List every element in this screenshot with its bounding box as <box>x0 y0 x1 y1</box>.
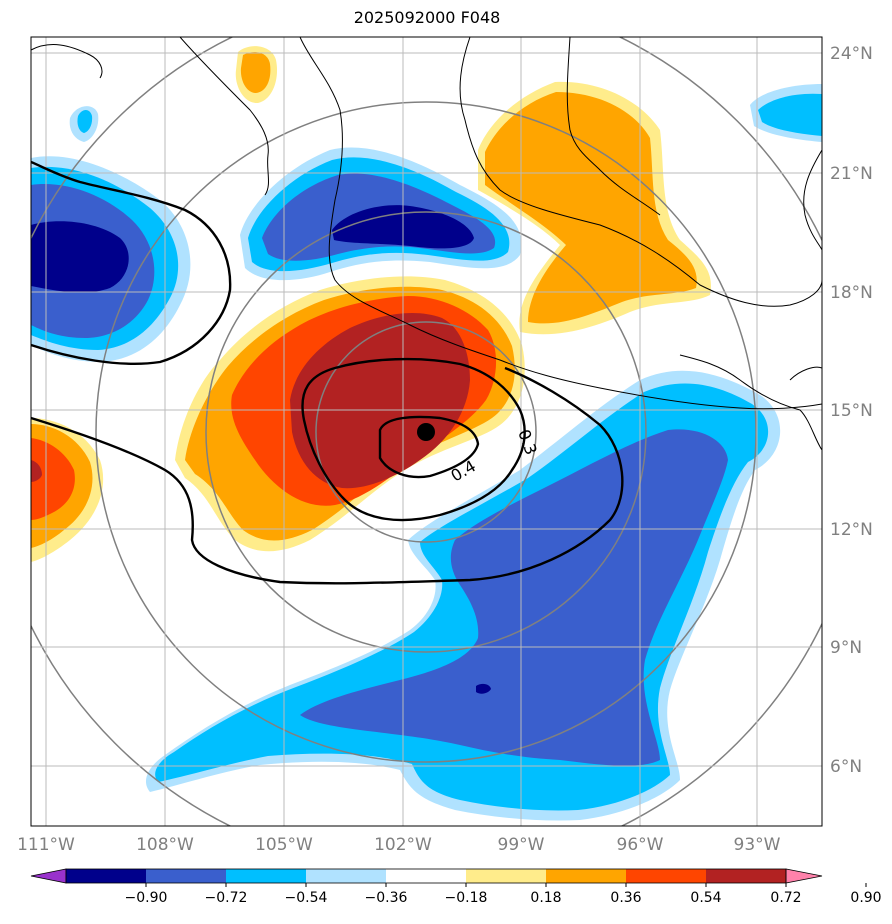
colorbar-tick-label: 0.90 <box>850 890 881 906</box>
colorbar-tick-label: −0.54 <box>285 890 328 906</box>
pos-storm-l4 <box>290 313 470 489</box>
colorbar-swatch <box>546 869 626 883</box>
colorbar-swatch <box>626 869 706 883</box>
lon-label-93w: 93°W <box>734 835 781 855</box>
lon-label-105w: 105°W <box>255 835 313 855</box>
neg-patch-east-core <box>758 93 822 136</box>
lon-label-96w: 96°W <box>617 835 664 855</box>
colorbar-swatch <box>226 869 306 883</box>
colorbar-tick-label: 0.54 <box>690 890 721 906</box>
colorbar-swatch <box>466 869 546 883</box>
storm-center-marker <box>417 423 435 441</box>
neg-area-se-core <box>476 683 491 694</box>
pos-area-west-l3 <box>31 438 75 520</box>
colorbar-tick-label: 0.72 <box>770 890 801 906</box>
coastline-central-am <box>679 354 822 451</box>
map-title: 2025092000 F048 <box>353 8 501 27</box>
colorbar-frame <box>65 868 787 884</box>
neg-area-se-l3 <box>300 429 728 766</box>
colorbar-tick-label: −0.18 <box>445 890 488 906</box>
graticule <box>31 37 822 826</box>
plot-frame <box>30 36 823 827</box>
colorbar-tick-label: −0.90 <box>125 890 168 906</box>
coastline-yucatan-w <box>459 37 822 307</box>
colorbar-swatch <box>706 869 786 883</box>
coastline-baja <box>31 44 103 79</box>
colorbar-swatch <box>66 869 146 883</box>
pos-patch-north-core <box>240 52 271 93</box>
lat-label-9n: 9°N <box>830 638 862 658</box>
lon-labels: 111°W 108°W 105°W 102°W 99°W 96°W 93°W <box>17 835 781 855</box>
lon-label-111w: 111°W <box>17 835 75 855</box>
colorbar: −0.90 −0.72 −0.54 −0.36 −0.18 0.18 0.36 0.54 0.7… <box>30 868 882 906</box>
range-circle-3 <box>95 101 757 763</box>
contour-label-0.3: 0.3 <box>514 427 541 457</box>
lat-label-18n: 18°N <box>830 283 873 303</box>
lat-label-12n: 12°N <box>830 520 873 540</box>
colorbar-swatch <box>306 869 386 883</box>
pos-area-ne-core <box>485 92 697 324</box>
coastline-se-belize <box>789 366 822 381</box>
colorbar-extend-high <box>785 868 823 884</box>
lon-label-108w: 108°W <box>136 835 194 855</box>
range-circles <box>31 37 822 826</box>
lon-label-102w: 102°W <box>374 835 432 855</box>
pos-area-west-l4 <box>31 460 42 482</box>
colorbar-swatch <box>386 869 466 883</box>
contour-0.3 <box>301 357 526 522</box>
colorbar-swatch <box>146 869 226 883</box>
colorbar-tick-label: 0.36 <box>610 890 641 906</box>
contour-outer-south <box>31 366 624 585</box>
lat-label-6n: 6°N <box>830 757 862 777</box>
coastline-east <box>803 149 822 251</box>
range-circle-1 <box>315 321 537 543</box>
coastlines <box>31 37 822 451</box>
coastline-yucatan-e <box>566 37 661 216</box>
colorbar-tick-label: −0.72 <box>205 890 248 906</box>
lat-label-24n: 24°N <box>830 44 873 64</box>
neg-area-west-l4 <box>31 221 129 293</box>
coastline-sierra <box>299 37 822 410</box>
lat-label-15n: 15°N <box>830 401 873 421</box>
coastline-mainland-w <box>179 37 269 196</box>
range-circle-2 <box>205 211 647 653</box>
lon-label-99w: 99°W <box>498 835 545 855</box>
contours <box>31 160 624 585</box>
colorbar-extend-low <box>30 868 67 884</box>
map-plot-area: 0.3 0.4 <box>31 37 822 826</box>
contour-0.4 <box>378 415 480 479</box>
neg-patch-nw-core <box>77 110 93 133</box>
colorbar-tick-label: 0.18 <box>530 890 561 906</box>
lat-label-21n: 21°N <box>830 164 873 184</box>
lat-labels: 24°N 21°N 18°N 15°N 12°N 9°N 6°N <box>830 44 873 777</box>
contour-outer-west <box>31 160 232 365</box>
colorbar-tick-label: −0.36 <box>365 890 408 906</box>
contour-label-0.4: 0.4 <box>448 456 480 485</box>
